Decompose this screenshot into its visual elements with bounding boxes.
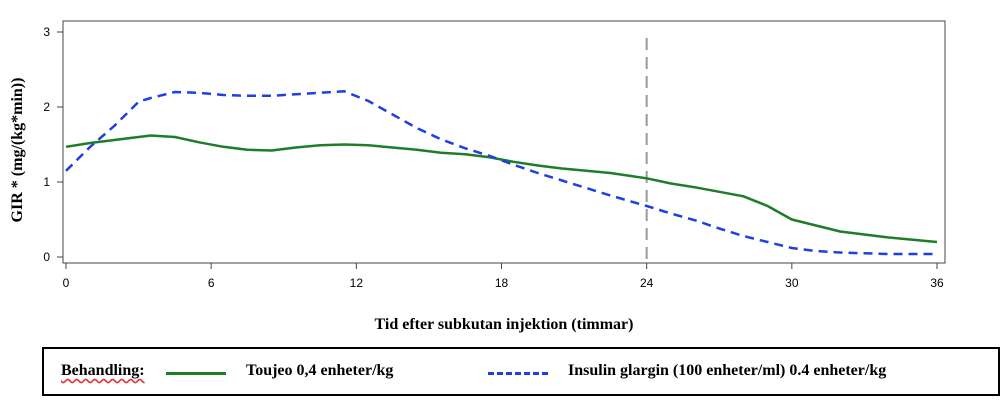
x-axis: 0 6 12 18 24 30 36 (63, 263, 944, 290)
x-tick-label: 6 (208, 276, 215, 290)
y-tick-label: 3 (43, 25, 50, 39)
y-axis-title: GIR * (mg/(kg*min)) (9, 78, 26, 223)
x-tick-label: 30 (785, 276, 799, 290)
legend-label-toujeo: Toujeo 0,4 enheter/kg (246, 362, 394, 379)
x-tick-label: 0 (63, 276, 70, 290)
series-line-glargin (65, 90, 937, 256)
legend-title: Behandling: (61, 362, 145, 379)
legend: Behandling: Toujeo 0,4 enheter/kg Insuli… (42, 347, 1000, 396)
y-tick-label: 2 (43, 100, 50, 114)
y-axis: 0 1 2 3 (43, 25, 63, 264)
x-tick-label: 24 (640, 276, 654, 290)
series-line-toujeo (65, 134, 938, 244)
x-tick-label: 18 (495, 276, 509, 290)
y-tick-label: 1 (43, 175, 50, 189)
legend-label-glargin: Insulin glargin (100 enheter/ml) 0.4 enh… (568, 362, 887, 379)
legend-swatch-glargin (488, 372, 548, 375)
legend-swatch-toujeo (166, 372, 226, 375)
x-axis-title: Tid efter subkutan injektion (timmar) (375, 316, 634, 333)
y-tick-label: 0 (43, 250, 50, 264)
x-tick-label: 12 (350, 276, 364, 290)
series-layer (65, 90, 938, 256)
x-tick-label: 36 (930, 276, 944, 290)
plot-frame (62, 20, 946, 264)
